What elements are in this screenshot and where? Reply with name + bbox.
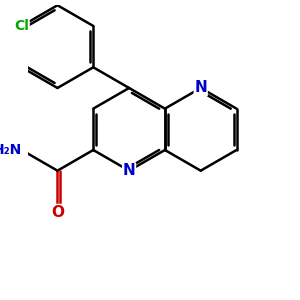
- Text: H₂N: H₂N: [0, 143, 22, 157]
- Text: N: N: [194, 80, 207, 95]
- Text: O: O: [51, 205, 64, 220]
- Text: N: N: [123, 163, 136, 178]
- Text: Cl: Cl: [14, 19, 29, 33]
